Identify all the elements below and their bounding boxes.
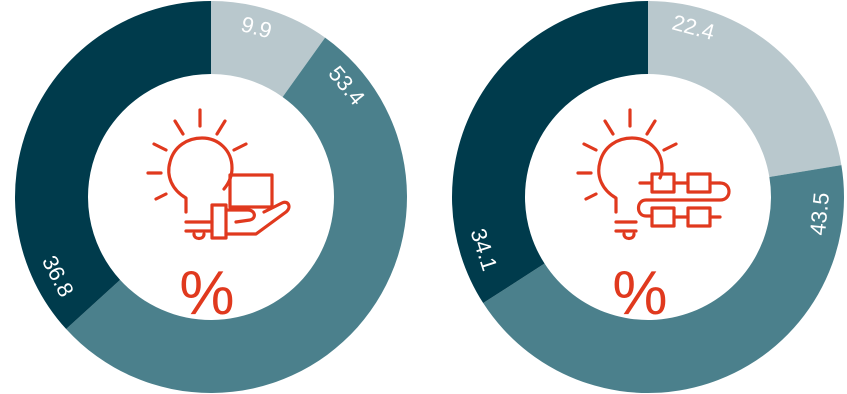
donut-chart-left: 9.953.436.8 %	[15, 1, 408, 394]
donut-slice	[15, 1, 212, 330]
donut-slice	[66, 37, 408, 394]
percent-symbol-right: %	[612, 259, 667, 328]
donut-slice	[211, 1, 326, 97]
slice-value-label: 43.5	[805, 191, 834, 236]
lightbulb-hand-box-icon	[146, 108, 291, 241]
donut-slice	[648, 1, 842, 177]
donut-slice	[483, 165, 844, 393]
percent-symbol-left: %	[179, 259, 234, 328]
donut-chart-right: 22.443.534.1 %	[452, 1, 844, 393]
donut-slice	[452, 1, 648, 304]
lightbulb-process-icon	[576, 108, 731, 241]
